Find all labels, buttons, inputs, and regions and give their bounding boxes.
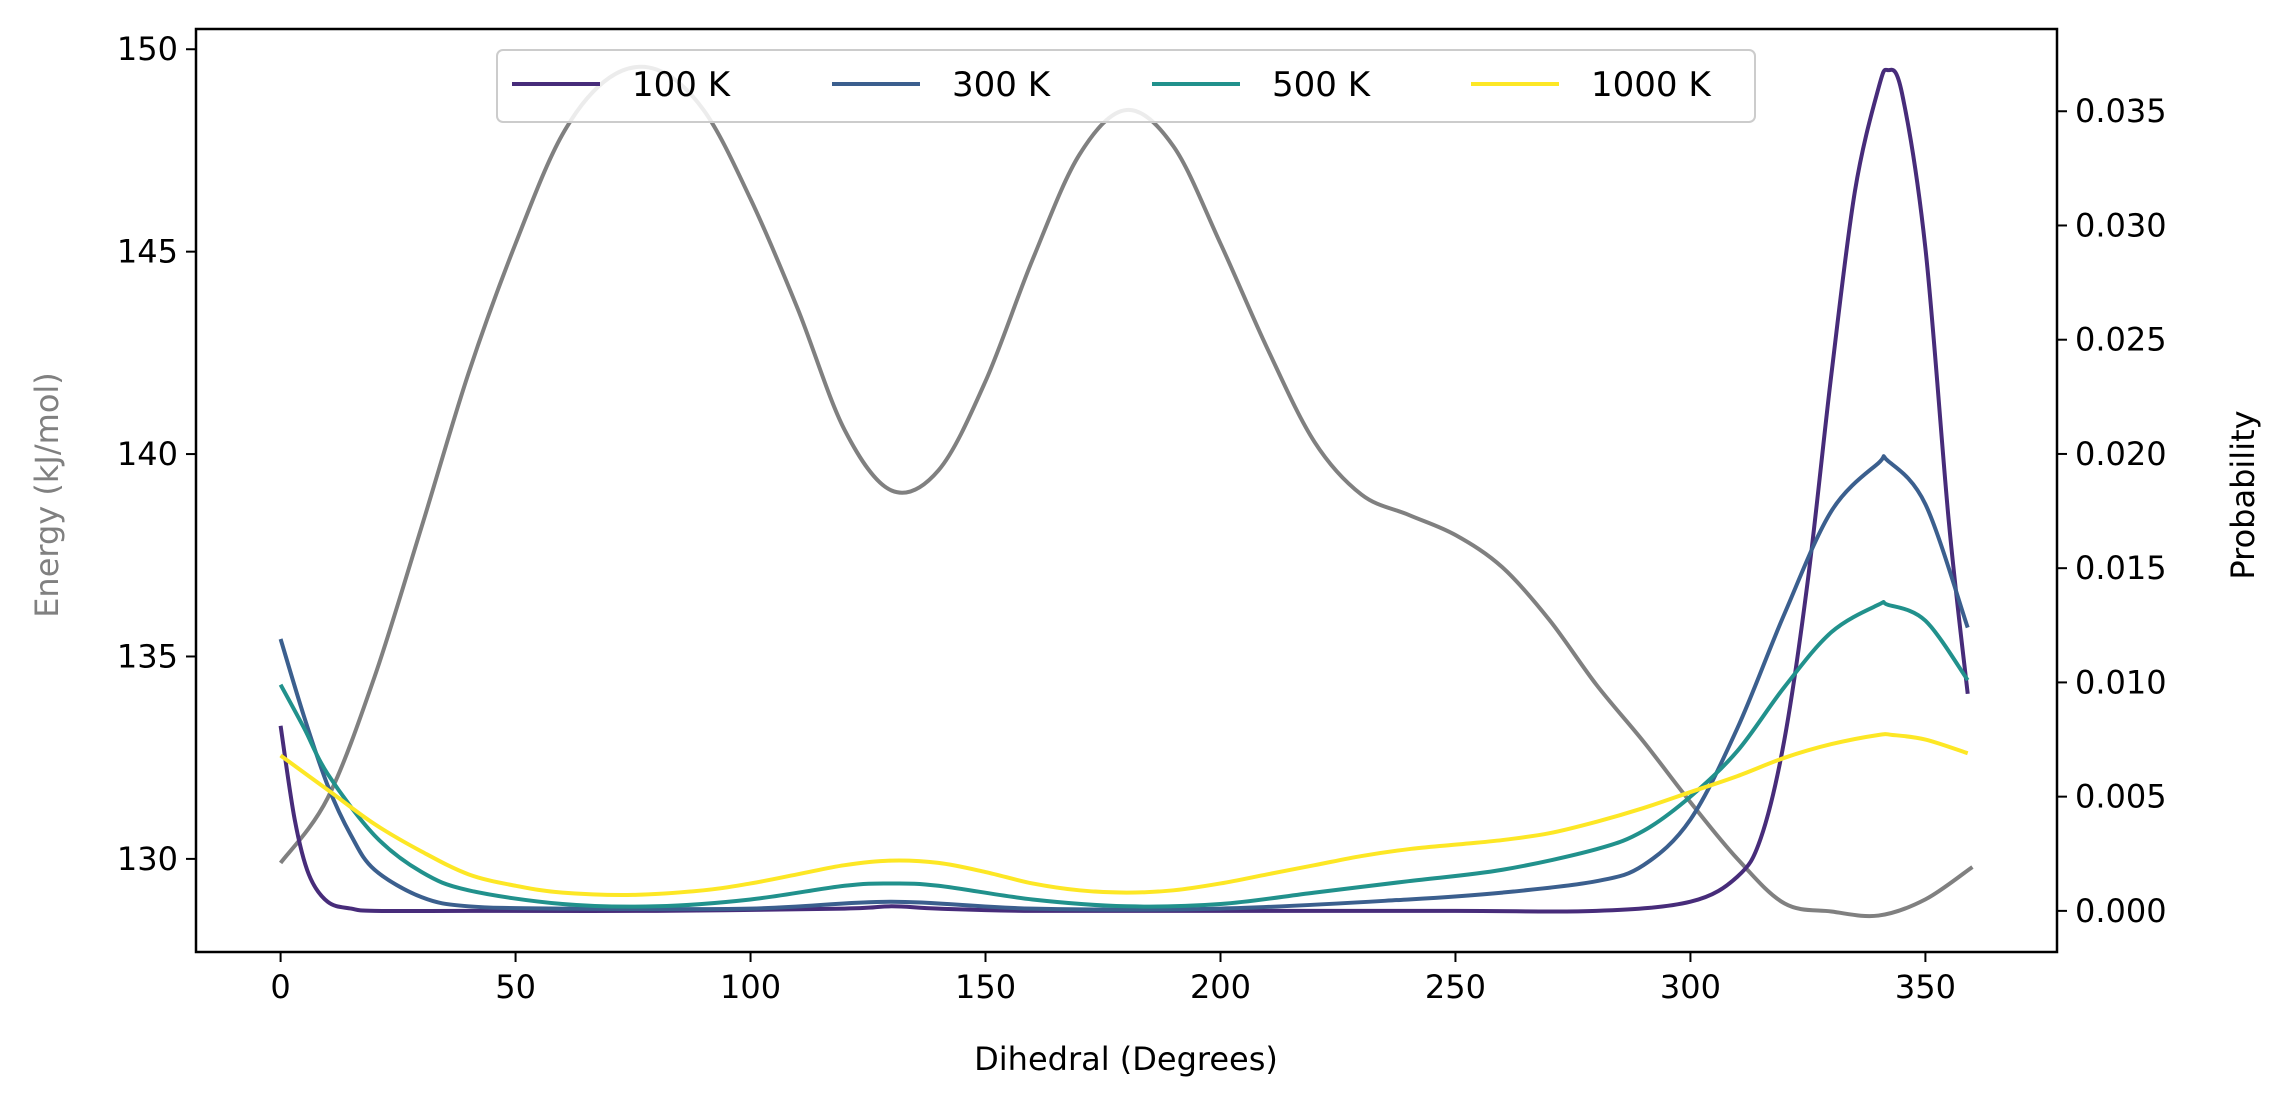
right-y-tick-label: 0.030 [2075, 206, 2167, 244]
legend-box [496, 49, 1756, 123]
legend-items: 100 K 300 K 500 K 1000 K [512, 65, 1712, 105]
left-y-axis-ticks: 130 135 140 145 150 [117, 30, 196, 878]
x-axis-ticks: 0 50 100 150 200 250 300 350 [270, 952, 1956, 1006]
x-tick-label: 0 [270, 968, 290, 1006]
series-line-1000k [279, 732, 1969, 897]
curve-layer [278, 64, 1974, 919]
legend-label-300k: 300 K [952, 65, 1052, 105]
x-tick-label: 200 [1190, 968, 1251, 1006]
right-y-tick-label: 0.010 [2075, 663, 2167, 701]
plot-frame [194, 27, 2059, 954]
x-tick-label: 150 [955, 968, 1016, 1006]
x-tick-label: 300 [1660, 968, 1721, 1006]
x-tick-label: 100 [720, 968, 781, 1006]
right-y-tick-label: 0.015 [2075, 549, 2167, 587]
legend-label-1000k: 1000 K [1591, 65, 1712, 105]
left-y-tick-label: 130 [117, 840, 178, 878]
x-tick-label: 350 [1895, 968, 1956, 1006]
legend-label-100k: 100 K [632, 65, 732, 105]
x-tick-label: 250 [1425, 968, 1486, 1006]
left-y-tick-label: 135 [117, 637, 178, 675]
right-y-tick-label: 0.020 [2075, 435, 2167, 473]
x-tick-label: 50 [495, 968, 536, 1006]
legend: 100 K 300 K 500 K 1000 K [496, 49, 1756, 123]
left-y-tick-label: 145 [117, 233, 178, 271]
right-y-tick-label: 0.000 [2075, 892, 2167, 930]
right-y-tick-label: 0.035 [2075, 92, 2167, 130]
energy-curve [278, 64, 1974, 919]
right-y-tick-label: 0.005 [2075, 778, 2167, 816]
x-axis-label: Dihedral (Degrees) [974, 1040, 1278, 1078]
right-y-tick-label: 0.025 [2075, 321, 2167, 359]
series-line-300k [278, 454, 1970, 912]
left-y-tick-label: 150 [117, 30, 178, 68]
series-line-500k [278, 600, 1970, 909]
left-y-tick-label: 140 [117, 435, 178, 473]
left-y-axis-label: Energy (kJ/mol) [28, 372, 66, 618]
right-y-axis-ticks: 0.000 0.005 0.010 0.015 0.020 0.025 0.030 0.035 [2057, 92, 2167, 930]
legend-label-500k: 500 K [1272, 65, 1372, 105]
right-y-axis-label: Probability [2224, 410, 2262, 579]
series-line-100k [278, 67, 1970, 914]
